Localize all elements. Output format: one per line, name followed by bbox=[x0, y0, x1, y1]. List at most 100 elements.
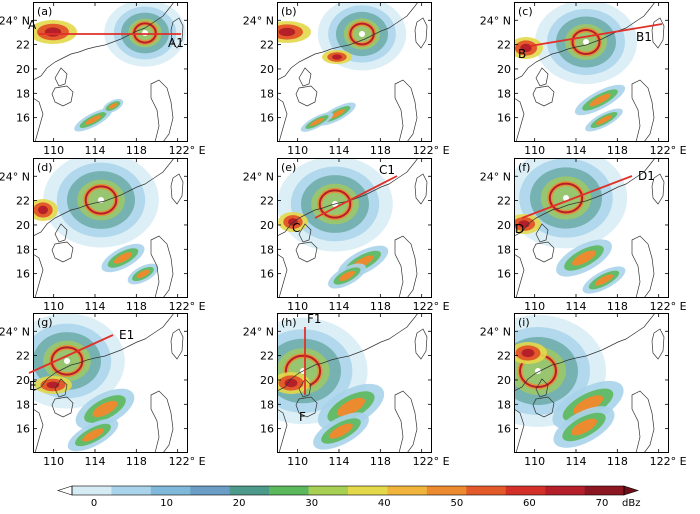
coastline-taiwan bbox=[414, 328, 428, 360]
panel-grid: 110 114 118 122° E 24° N 22 20 18 16 (a)A A1 110 114… bbox=[0, 2, 687, 468]
reflectivity-map bbox=[514, 158, 669, 298]
latitude-tick-label: 22 bbox=[260, 39, 274, 52]
latitude-tick-label: 22 bbox=[16, 39, 30, 52]
panel-label: (i) bbox=[518, 316, 530, 329]
section-start-label: F bbox=[299, 410, 306, 424]
latitude-tick-label: 18 bbox=[16, 398, 30, 411]
longitude-tick-label: 114 bbox=[329, 300, 350, 313]
coastline-vietnam bbox=[514, 97, 525, 142]
colorbar-high-arrow bbox=[623, 485, 639, 496]
longitude-tick-label: 110 bbox=[43, 144, 64, 157]
longitude-tick-label: 122° E bbox=[650, 300, 687, 313]
longitude-tick-label: 118 bbox=[370, 455, 391, 468]
longitude-tick-label: 118 bbox=[370, 300, 391, 313]
section-end-label: D1 bbox=[638, 169, 655, 183]
coastline-luzon bbox=[631, 390, 655, 453]
coastline-china bbox=[33, 158, 175, 237]
latitude-tick-label: 20 bbox=[260, 63, 274, 76]
latitude-tick-label: 16 bbox=[16, 268, 30, 281]
longitude-tick-label: 122° E bbox=[413, 144, 450, 157]
longitude-tick-label: 118 bbox=[126, 300, 147, 313]
longitude-tick-label: 122° E bbox=[169, 300, 206, 313]
latitude-tick-label: 16 bbox=[260, 112, 274, 125]
coastline-vietnam bbox=[33, 408, 44, 453]
coastline-taiwan bbox=[414, 17, 428, 49]
colorbar-swatch bbox=[348, 486, 388, 495]
latitude-tick-label: 18 bbox=[497, 87, 511, 100]
coastline-taiwan bbox=[170, 17, 184, 49]
section-end-label: B1 bbox=[636, 30, 652, 44]
colorbar-swatch bbox=[466, 486, 507, 495]
latitude-tick-label: 18 bbox=[16, 243, 30, 256]
colorbar-swatch bbox=[111, 486, 152, 495]
coastline-leizhou bbox=[298, 67, 312, 87]
section-start-label: A bbox=[28, 18, 37, 32]
reflectivity-map bbox=[33, 313, 188, 453]
coastline-luzon bbox=[631, 79, 655, 142]
coastline-leizhou bbox=[298, 223, 312, 243]
colorbar-low-arrow bbox=[57, 485, 73, 496]
coastline-taiwan bbox=[651, 328, 665, 360]
panel-label: (e) bbox=[281, 161, 296, 174]
latitude-tick-label: 24° N bbox=[0, 14, 30, 27]
colorbar-tick-label: 40 bbox=[378, 498, 391, 509]
colorbar-tick-label: 50 bbox=[450, 498, 463, 509]
colorbar-tick-label: 20 bbox=[233, 498, 246, 509]
coastline-hainan bbox=[532, 396, 555, 418]
coastline-china bbox=[277, 2, 419, 81]
coastline-hainan bbox=[295, 396, 318, 418]
coastline-hainan bbox=[532, 85, 555, 107]
coastline-china bbox=[514, 313, 656, 392]
longitude-tick-label: 114 bbox=[566, 455, 587, 468]
coastline-taiwan bbox=[651, 173, 665, 205]
latitude-tick-label: 24° N bbox=[480, 325, 511, 338]
coastline-taiwan bbox=[414, 173, 428, 205]
panel-label: (d) bbox=[37, 161, 53, 174]
latitude-tick-label: 18 bbox=[260, 398, 274, 411]
colorbar-swatch bbox=[72, 486, 112, 495]
longitude-tick-label: 110 bbox=[287, 455, 308, 468]
latitude-tick-label: 16 bbox=[260, 423, 274, 436]
coastline-luzon bbox=[394, 390, 418, 453]
longitude-tick-label: 110 bbox=[287, 144, 308, 157]
reflectivity-map bbox=[33, 2, 188, 142]
panel-label: (a) bbox=[37, 5, 52, 18]
longitude-tick-label: 110 bbox=[524, 300, 545, 313]
panel-g: 110 114 118 122° E 24° N 22 20 18 16 (g) E E1 bbox=[0, 313, 206, 468]
panel-e: 110 114 118 122° E 24° N 22 20 18 16 (e) C C1 bbox=[243, 158, 450, 313]
coastline-leizhou bbox=[298, 378, 312, 398]
coastline-leizhou bbox=[535, 223, 549, 243]
coastline-hainan bbox=[532, 241, 555, 263]
longitude-tick-label: 114 bbox=[566, 300, 587, 313]
longitude-tick-label: 118 bbox=[607, 144, 628, 157]
coastline-taiwan bbox=[170, 328, 184, 360]
panel-frame bbox=[514, 158, 669, 298]
section-start-label: B bbox=[518, 47, 526, 61]
coastline-vietnam bbox=[277, 97, 288, 142]
panel-a: 110 114 118 122° E 24° N 22 20 18 16 (a)A A1 bbox=[0, 2, 206, 157]
latitude-tick-label: 24° N bbox=[243, 14, 274, 27]
coastline-china bbox=[514, 158, 656, 237]
longitude-tick-label: 122° E bbox=[413, 455, 450, 468]
panel-frame bbox=[277, 158, 432, 298]
section-end-label: A1 bbox=[168, 36, 184, 50]
longitude-tick-label: 110 bbox=[524, 144, 545, 157]
latitude-tick-label: 22 bbox=[497, 39, 511, 52]
longitude-tick-label: 110 bbox=[287, 300, 308, 313]
colorbar-unit: dBz bbox=[622, 498, 640, 509]
coastline-vietnam bbox=[33, 97, 44, 142]
reflectivity-map bbox=[514, 313, 669, 453]
coastline-hainan bbox=[51, 85, 74, 107]
latitude-tick-label: 18 bbox=[260, 243, 274, 256]
longitude-tick-label: 114 bbox=[329, 455, 350, 468]
coastline-hainan bbox=[51, 241, 74, 263]
latitude-tick-label: 20 bbox=[16, 374, 30, 387]
panel-f: 110 114 118 122° E 24° N 22 20 18 16 (f) D D1 bbox=[480, 158, 687, 313]
cross-section-line bbox=[28, 334, 114, 374]
latitude-tick-label: 16 bbox=[260, 268, 274, 281]
longitude-tick-label: 114 bbox=[329, 144, 350, 157]
longitude-tick-label: 118 bbox=[607, 455, 628, 468]
panel-frame bbox=[33, 158, 188, 298]
cross-section-line bbox=[521, 175, 633, 219]
